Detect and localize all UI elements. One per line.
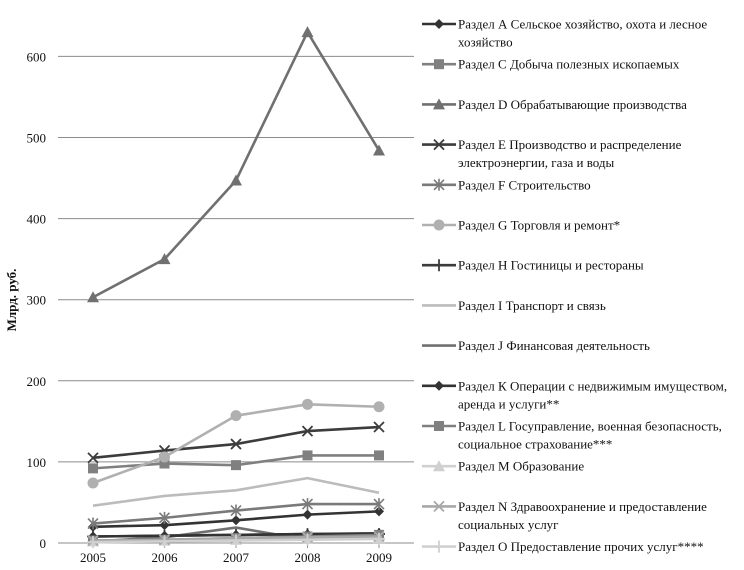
legend-item: Раздел М Образование <box>422 459 584 474</box>
legend-item: Раздел J Финансовая деятельность <box>422 338 650 353</box>
legend: Раздел А Сельское хозяйство, охота и лес… <box>422 17 727 554</box>
legend-label: Раздел N Здравоохранение и предоставлени… <box>458 499 707 532</box>
legend-marker <box>433 178 445 191</box>
x-tick-label: 2007 <box>223 550 250 565</box>
legend-label: Раздел J Финансовая деятельность <box>458 338 650 353</box>
legend-label: Раздел Н Гостиницы и рестораны <box>458 258 644 273</box>
legend-marker <box>434 380 444 391</box>
series-4 <box>87 421 385 464</box>
y-tick-label: 600 <box>27 49 47 64</box>
legend-marker <box>434 59 444 70</box>
legend-item: Раздел К Операции с недвижимым имущество… <box>422 378 727 411</box>
y-axis-label: Млрд. руб. <box>4 269 19 332</box>
series-5 <box>87 498 385 530</box>
data-point <box>159 520 170 531</box>
data-point <box>87 477 99 489</box>
series-lines <box>87 26 385 549</box>
legend-marker <box>433 540 445 553</box>
legend-item: Раздел I Транспорт и связь <box>422 298 606 313</box>
legend-item: Раздел D Обрабатывающие производства <box>422 97 687 112</box>
data-point <box>158 253 171 265</box>
legend-item: Раздел А Сельское хозяйство, охота и лес… <box>422 17 707 50</box>
x-tick-label: 2009 <box>366 550 392 565</box>
legend-label: Раздел К Операции с недвижимым имущество… <box>458 378 727 411</box>
legend-label: Раздел О Предоставление прочих услуг**** <box>458 539 704 554</box>
data-point <box>87 291 99 303</box>
legend-item: Раздел N Здравоохранение и предоставлени… <box>422 499 707 532</box>
data-point <box>302 398 313 410</box>
data-point <box>158 511 171 524</box>
data-point <box>373 498 385 511</box>
y-tick-label: 300 <box>27 293 47 308</box>
data-point <box>158 535 171 548</box>
legend-item: Раздел G Торговля и ремонт* <box>422 218 620 233</box>
gridlines <box>58 55 414 463</box>
legend-label: Раздел М Образование <box>458 459 584 474</box>
data-point <box>230 504 242 517</box>
legend-marker <box>433 259 445 272</box>
data-point <box>301 533 314 546</box>
data-point <box>159 451 170 463</box>
legend-marker <box>433 460 445 472</box>
series-6 <box>87 398 385 489</box>
legend-label: Раздел Е Производство и распределение эле… <box>458 137 682 170</box>
x-tick-label: 2008 <box>295 550 321 565</box>
legend-marker <box>433 219 445 231</box>
data-point <box>87 517 99 530</box>
data-point <box>301 26 314 38</box>
legend-label: Раздел С Добыча полезных ископаемых <box>458 57 680 72</box>
data-point <box>373 421 385 433</box>
legend-label: Раздел F Строительство <box>458 177 591 192</box>
legend-item: Раздел Е Производство и распределение эле… <box>422 137 682 170</box>
legend-item: Раздел L Госуправление, военная безопасн… <box>422 419 722 452</box>
data-point <box>230 410 242 422</box>
legend-item: Раздел С Добыча полезных ископаемых <box>422 57 680 72</box>
data-point <box>302 450 313 461</box>
legend-marker <box>433 98 445 110</box>
legend-marker <box>434 19 444 29</box>
x-tick-label: 2006 <box>152 550 179 565</box>
data-point <box>88 463 98 474</box>
legend-item: Раздел О Предоставление прочих услуг**** <box>422 539 704 554</box>
x-tick-label: 2005 <box>80 550 106 565</box>
legend-marker <box>433 500 445 513</box>
data-point <box>231 515 241 526</box>
data-point <box>374 450 384 461</box>
data-point <box>302 509 313 520</box>
data-point <box>373 401 385 413</box>
data-point <box>87 536 99 549</box>
legend-item: Раздел F Строительство <box>422 177 591 192</box>
data-point <box>230 174 242 186</box>
y-tick-label: 0 <box>40 536 47 551</box>
legend-item: Раздел Н Гостиницы и рестораны <box>422 258 644 273</box>
legend-label: Раздел D Обрабатывающие производства <box>458 97 687 112</box>
series-8 <box>92 476 380 507</box>
series-line <box>92 425 380 460</box>
series-line <box>92 476 380 507</box>
legend-label: Раздел L Госуправление, военная безопасн… <box>458 419 722 452</box>
data-point <box>373 144 385 156</box>
legend-marker <box>433 138 445 151</box>
data-point <box>159 458 170 469</box>
y-tick-label: 200 <box>27 374 47 389</box>
data-point <box>231 460 241 471</box>
data-point <box>230 438 242 450</box>
legend-label: Раздел I Транспорт и связь <box>458 298 606 313</box>
data-point <box>374 506 384 517</box>
y-tick-label: 500 <box>27 131 47 146</box>
series-3 <box>87 26 385 303</box>
data-point <box>373 532 385 545</box>
series-14 <box>87 532 385 549</box>
data-point <box>87 452 99 464</box>
legend-label: Раздел G Торговля и ремонт* <box>458 218 620 233</box>
y-tick-label: 100 <box>27 455 47 470</box>
series-line <box>92 30 381 299</box>
data-point <box>301 498 314 511</box>
y-tick-label: 400 <box>27 212 47 227</box>
legend-label: Раздел А Сельское хозяйство, охота и лес… <box>458 17 707 50</box>
data-point <box>230 534 242 547</box>
data-point <box>301 425 314 437</box>
legend-marker <box>434 421 444 431</box>
